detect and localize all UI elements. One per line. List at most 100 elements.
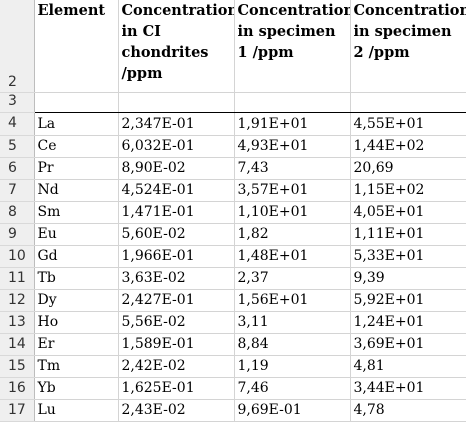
table-row: 13 Ho 5,56E-02 3,11 1,24E+01 <box>0 311 466 334</box>
specimen-1-cell[interactable]: 2,37 <box>234 267 351 290</box>
header-cell-element[interactable]: Element <box>34 0 119 94</box>
header-row: 2 Element Concentration in CI chondrites… <box>0 0 466 94</box>
ci-concentration-cell[interactable]: 3,63E-02 <box>118 267 235 290</box>
table-row: 16 Yb 1,625E-01 7,46 3,44E+01 <box>0 377 466 400</box>
element-cell[interactable]: Ce <box>34 135 119 159</box>
row-header[interactable]: 5 <box>0 135 35 159</box>
row-header[interactable]: 12 <box>0 289 35 312</box>
ci-concentration-cell[interactable]: 1,625E-01 <box>118 377 235 400</box>
table-row: 5 Ce 6,032E-01 4,93E+01 1,44E+02 <box>0 135 466 159</box>
element-cell[interactable]: Lu <box>34 399 119 422</box>
specimen-1-cell[interactable]: 7,46 <box>234 377 351 400</box>
row-header[interactable]: 15 <box>0 355 35 378</box>
element-cell[interactable]: Pr <box>34 157 119 181</box>
row-header[interactable]: 11 <box>0 267 35 290</box>
ci-concentration-cell[interactable]: 2,427E-01 <box>118 289 235 312</box>
row-header[interactable]: 9 <box>0 223 35 247</box>
specimen-2-cell[interactable]: 4,05E+01 <box>350 201 466 225</box>
row-header[interactable]: 17 <box>0 399 35 422</box>
element-cell[interactable]: Yb <box>34 377 119 400</box>
specimen-2-cell[interactable]: 4,81 <box>350 355 466 378</box>
table-row: 17 Lu 2,43E-02 9,69E-01 4,78 <box>0 399 466 422</box>
empty-cell[interactable] <box>118 92 235 114</box>
table-row: 6 Pr 8,90E-02 7,43 20,69 <box>0 157 466 181</box>
ci-concentration-cell[interactable]: 1,966E-01 <box>118 245 235 268</box>
specimen-1-cell[interactable]: 1,91E+01 <box>234 112 351 137</box>
row-header[interactable]: 2 <box>0 0 35 94</box>
table-row: 4 La 2,347E-01 1,91E+01 4,55E+01 <box>0 112 466 137</box>
ci-concentration-cell[interactable]: 2,347E-01 <box>118 112 235 137</box>
table-row: 10 Gd 1,966E-01 1,48E+01 5,33E+01 <box>0 245 466 268</box>
specimen-1-cell[interactable]: 8,84 <box>234 333 351 356</box>
element-cell[interactable]: Dy <box>34 289 119 312</box>
empty-cell[interactable] <box>34 92 119 114</box>
table-row: 7 Nd 4,524E-01 3,57E+01 1,15E+02 <box>0 179 466 203</box>
ci-concentration-cell[interactable]: 2,43E-02 <box>118 399 235 422</box>
element-cell[interactable]: Eu <box>34 223 119 247</box>
header-ci-label: Concentration in CI chondrites /ppm <box>121 2 234 82</box>
specimen-2-cell[interactable]: 9,39 <box>350 267 466 290</box>
row-header[interactable]: 6 <box>0 157 35 181</box>
ci-concentration-cell[interactable]: 6,032E-01 <box>118 135 235 159</box>
element-cell[interactable]: Nd <box>34 179 119 203</box>
specimen-1-cell[interactable]: 1,19 <box>234 355 351 378</box>
table-row: 15 Tm 2,42E-02 1,19 4,81 <box>0 355 466 378</box>
specimen-1-cell[interactable]: 7,43 <box>234 157 351 181</box>
element-cell[interactable]: Gd <box>34 245 119 268</box>
specimen-2-cell[interactable]: 4,55E+01 <box>350 112 466 137</box>
ci-concentration-cell[interactable]: 1,589E-01 <box>118 333 235 356</box>
table-row: 14 Er 1,589E-01 8,84 3,69E+01 <box>0 333 466 356</box>
specimen-1-cell[interactable]: 1,10E+01 <box>234 201 351 225</box>
specimen-1-cell[interactable]: 3,57E+01 <box>234 179 351 203</box>
row-header[interactable]: 4 <box>0 112 35 137</box>
row-header[interactable]: 13 <box>0 311 35 334</box>
table-row: 12 Dy 2,427E-01 1,56E+01 5,92E+01 <box>0 289 466 312</box>
specimen-2-cell[interactable]: 1,24E+01 <box>350 311 466 334</box>
ci-concentration-cell[interactable]: 1,471E-01 <box>118 201 235 225</box>
specimen-2-cell[interactable]: 3,44E+01 <box>350 377 466 400</box>
table-row: 8 Sm 1,471E-01 1,10E+01 4,05E+01 <box>0 201 466 225</box>
element-cell[interactable]: La <box>34 112 119 137</box>
specimen-2-cell[interactable]: 1,11E+01 <box>350 223 466 247</box>
row-header[interactable]: 10 <box>0 245 35 268</box>
blank-row: 3 <box>0 92 466 114</box>
row-header[interactable]: 16 <box>0 377 35 400</box>
element-cell[interactable]: Tm <box>34 355 119 378</box>
ci-concentration-cell[interactable]: 5,60E-02 <box>118 223 235 247</box>
specimen-2-cell[interactable]: 5,33E+01 <box>350 245 466 268</box>
row-header[interactable]: 7 <box>0 179 35 203</box>
specimen-1-cell[interactable]: 1,48E+01 <box>234 245 351 268</box>
specimen-2-cell[interactable]: 1,15E+02 <box>350 179 466 203</box>
empty-cell[interactable] <box>234 92 351 114</box>
header-s2-label: Concentration in specimen 2 /ppm <box>353 2 466 61</box>
header-cell-specimen-2[interactable]: Concentration in specimen 2 /ppm <box>350 0 466 94</box>
specimen-2-cell[interactable]: 5,92E+01 <box>350 289 466 312</box>
row-header[interactable]: 3 <box>0 92 35 114</box>
row-header[interactable]: 8 <box>0 201 35 225</box>
specimen-2-cell[interactable]: 4,78 <box>350 399 466 422</box>
element-cell[interactable]: Sm <box>34 201 119 225</box>
ci-concentration-cell[interactable]: 4,524E-01 <box>118 179 235 203</box>
header-cell-specimen-1[interactable]: Concentration in specimen 1 /ppm <box>234 0 351 94</box>
specimen-1-cell[interactable]: 4,93E+01 <box>234 135 351 159</box>
element-cell[interactable]: Tb <box>34 267 119 290</box>
ci-concentration-cell[interactable]: 8,90E-02 <box>118 157 235 181</box>
element-cell[interactable]: Er <box>34 333 119 356</box>
row-header[interactable]: 14 <box>0 333 35 356</box>
specimen-1-cell[interactable]: 1,82 <box>234 223 351 247</box>
element-cell[interactable]: Ho <box>34 311 119 334</box>
ci-concentration-cell[interactable]: 2,42E-02 <box>118 355 235 378</box>
specimen-1-cell[interactable]: 3,11 <box>234 311 351 334</box>
specimen-2-cell[interactable]: 20,69 <box>350 157 466 181</box>
specimen-2-cell[interactable]: 1,44E+02 <box>350 135 466 159</box>
specimen-2-cell[interactable]: 3,69E+01 <box>350 333 466 356</box>
table-row: 11 Tb 3,63E-02 2,37 9,39 <box>0 267 466 290</box>
specimen-1-cell[interactable]: 1,56E+01 <box>234 289 351 312</box>
empty-cell[interactable] <box>350 92 466 114</box>
table-row: 9 Eu 5,60E-02 1,82 1,11E+01 <box>0 223 466 247</box>
header-element-label: Element <box>37 2 106 19</box>
ci-concentration-cell[interactable]: 5,56E-02 <box>118 311 235 334</box>
header-cell-ci-concentration[interactable]: Concentration in CI chondrites /ppm <box>118 0 235 94</box>
specimen-1-cell[interactable]: 9,69E-01 <box>234 399 351 422</box>
